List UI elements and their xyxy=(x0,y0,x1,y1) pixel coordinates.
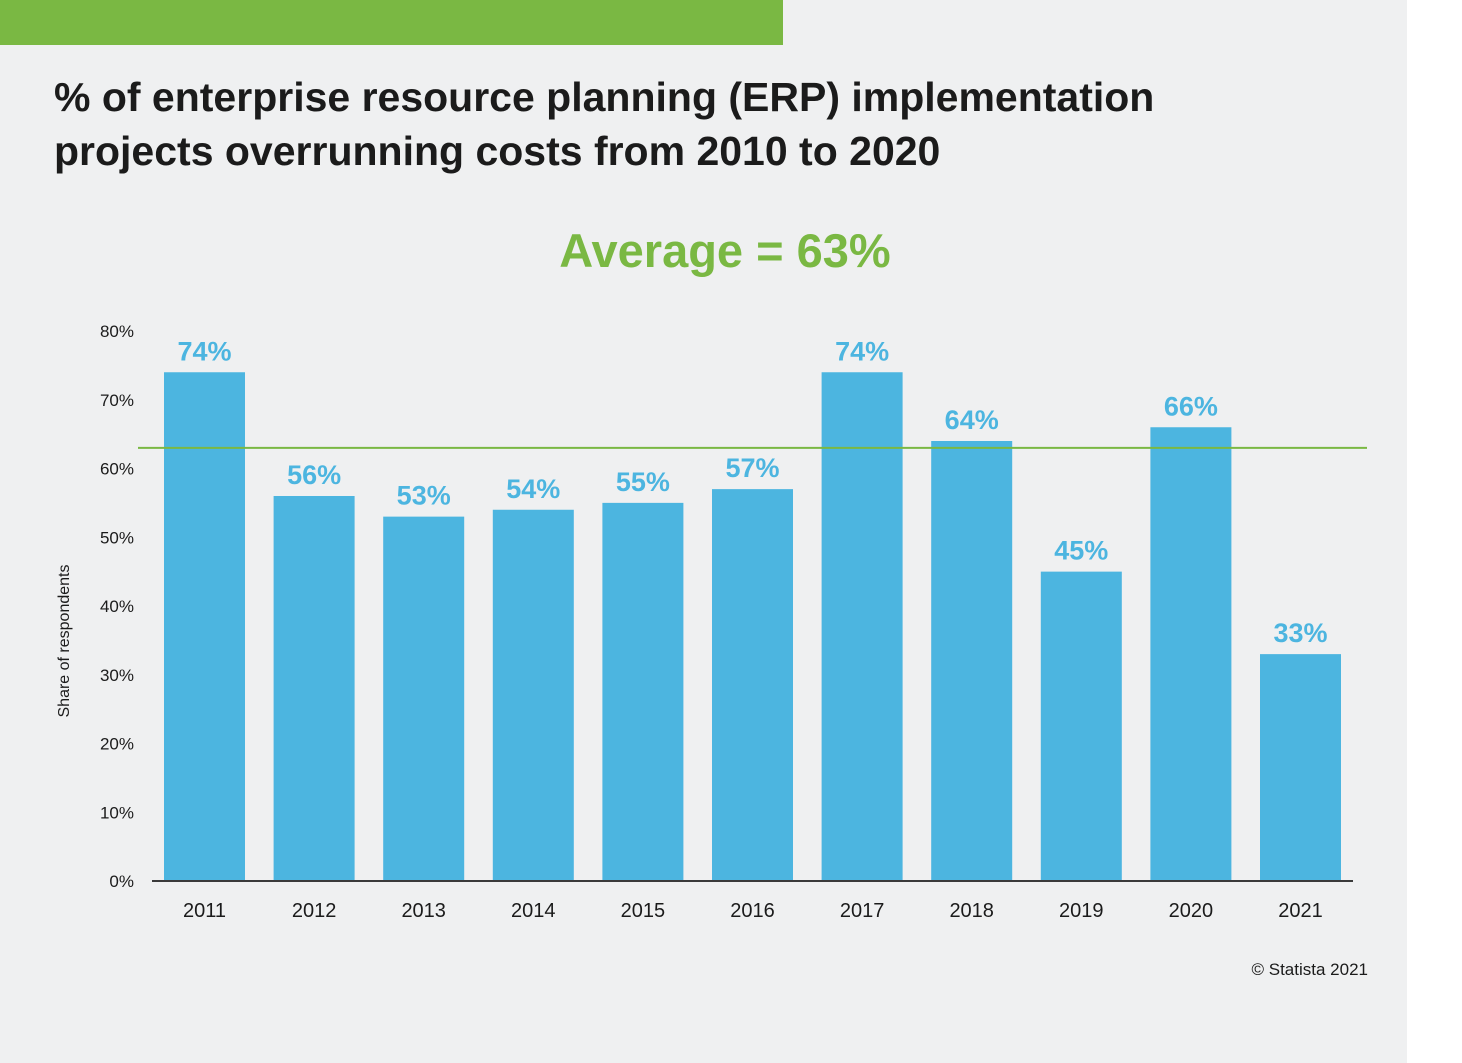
bar xyxy=(164,372,245,881)
bar xyxy=(1040,571,1122,881)
bar xyxy=(602,502,684,881)
x-tick-label: 2012 xyxy=(292,900,337,922)
y-tick-label: 50% xyxy=(100,528,134,547)
bar xyxy=(273,496,355,881)
source-credit: © Statista 2021 xyxy=(1251,960,1369,979)
bar xyxy=(712,489,793,881)
x-tick-label: 2014 xyxy=(511,900,556,922)
bar xyxy=(1260,654,1341,881)
data-label: 54% xyxy=(506,474,560,504)
x-tick-label: 2021 xyxy=(1278,900,1323,922)
y-tick-label: 40% xyxy=(100,597,134,616)
y-tick-label: 60% xyxy=(100,460,134,479)
average-label: Average = 63% xyxy=(559,224,891,277)
data-label: 74% xyxy=(177,336,231,366)
bar xyxy=(492,509,574,881)
data-label: 57% xyxy=(725,453,779,483)
data-label: 66% xyxy=(1164,391,1218,421)
x-tick-label: 2018 xyxy=(949,900,994,922)
x-tick-label: 2016 xyxy=(730,900,775,922)
data-label: 64% xyxy=(945,405,999,435)
x-tick-label: 2019 xyxy=(1059,900,1104,922)
chart-title: % of enterprise resource planning (ERP) … xyxy=(54,74,1155,174)
data-label: 33% xyxy=(1273,618,1327,648)
y-tick-label: 10% xyxy=(100,803,134,822)
y-axis-title: Share of respondents xyxy=(56,565,73,718)
bar xyxy=(931,441,1013,881)
x-tick-label: 2011 xyxy=(183,900,226,922)
bar xyxy=(821,372,903,881)
x-tick-label: 2020 xyxy=(1169,900,1214,922)
y-tick-label: 0% xyxy=(109,872,134,891)
data-label: 56% xyxy=(287,460,341,490)
data-label: 74% xyxy=(835,336,889,366)
x-tick-label: 2015 xyxy=(621,900,666,922)
bar xyxy=(383,516,465,881)
data-label: 53% xyxy=(397,481,451,511)
data-label: 45% xyxy=(1054,536,1108,566)
x-tick-label: 2017 xyxy=(840,900,885,922)
y-tick-label: 20% xyxy=(100,735,134,754)
bar xyxy=(1150,427,1232,881)
data-label: 55% xyxy=(616,467,670,497)
y-tick-label: 30% xyxy=(100,666,134,685)
y-tick-label: 80% xyxy=(100,322,134,341)
y-tick-label: 70% xyxy=(100,391,134,410)
accent-bar xyxy=(0,0,783,45)
x-tick-label: 2013 xyxy=(401,900,446,922)
